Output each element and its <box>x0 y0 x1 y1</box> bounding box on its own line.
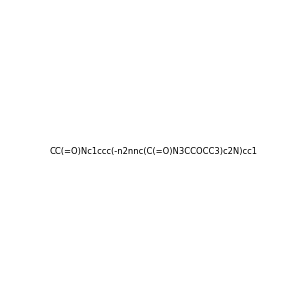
Text: CC(=O)Nc1ccc(-n2nnc(C(=O)N3CCOCC3)c2N)cc1: CC(=O)Nc1ccc(-n2nnc(C(=O)N3CCOCC3)c2N)cc… <box>50 147 258 156</box>
